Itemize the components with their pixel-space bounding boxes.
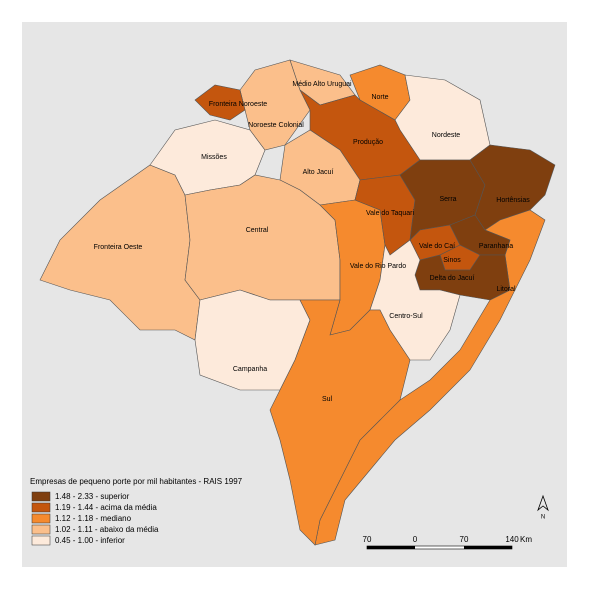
region-label: Paranhana <box>479 243 513 250</box>
region <box>194 84 246 121</box>
region-label: Vale do Caí <box>419 243 455 250</box>
scale-bar-segment <box>367 546 415 549</box>
north-arrow: N <box>537 494 549 521</box>
legend-swatch <box>31 491 51 502</box>
region <box>239 59 311 151</box>
north-arrow-icon <box>537 494 549 512</box>
legend-swatch <box>31 502 51 513</box>
north-label: N <box>541 515 545 521</box>
region-label: Alto Jacuí <box>303 169 334 176</box>
scale-label: 70 <box>363 535 372 544</box>
region-label: Produção <box>353 139 383 146</box>
legend-title: Empresas de pequeno porte por mil habita… <box>30 477 243 486</box>
legend-label: 1.19 - 1.44 - acima da média <box>55 503 157 512</box>
scale-label: 140 <box>505 535 519 544</box>
region-label: Central <box>246 227 269 234</box>
region <box>269 299 411 546</box>
region-label: Médio Alto Uruguai <box>292 81 352 88</box>
region-label: Serra <box>439 196 456 203</box>
region-label: Sinos <box>443 257 461 264</box>
scale-bar: 70 0 70 140 Km <box>363 535 532 550</box>
region-label: Missões <box>201 154 227 161</box>
legend: Empresas de pequeno porte por mil habita… <box>30 477 243 546</box>
region-label: Fronteira Noroeste <box>209 101 267 108</box>
region-label: Delta do Jacuí <box>430 275 475 282</box>
legend-label: 1.12 - 1.18 - mediano <box>55 514 132 523</box>
legend-swatch <box>31 513 51 524</box>
legend-label: 1.02 - 1.11 - abaixo da média <box>55 525 159 534</box>
scale-unit: Km <box>520 535 532 544</box>
scale-label: 70 <box>460 535 469 544</box>
region-label: Nordeste <box>432 132 461 139</box>
region-label: Norte <box>371 94 388 101</box>
scale-label: 0 <box>413 535 418 544</box>
region-label: Litoral <box>496 286 516 293</box>
legend-swatch <box>31 524 51 535</box>
region-label: Campanha <box>233 366 267 373</box>
regions <box>39 59 556 546</box>
scale-bar-segment <box>464 546 512 549</box>
region-label: Hortênsias <box>496 197 530 204</box>
region-label: Vale do Taquari <box>366 210 414 217</box>
region-label: Noroeste Colonial <box>248 122 304 129</box>
region-label: Vale do Rio Pardo <box>350 263 406 270</box>
legend-swatch <box>31 535 51 546</box>
region-labels: Fronteira Noroeste Médio Alto Uruguai Nort… <box>94 81 531 403</box>
legend-label: 1.48 - 2.33 - superior <box>55 492 130 501</box>
region-label: Centro-Sul <box>389 313 423 320</box>
legend-label: 0.45 - 1.00 - inferior <box>55 536 125 545</box>
region-label: Sul <box>322 396 333 403</box>
region-label: Fronteira Oeste <box>94 244 143 251</box>
